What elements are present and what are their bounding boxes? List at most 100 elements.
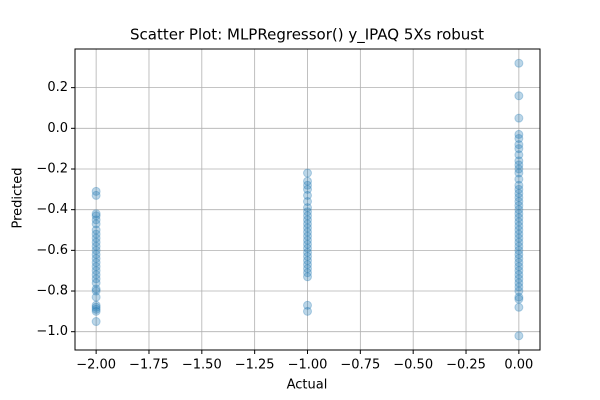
point [514, 262, 524, 272]
point [514, 278, 524, 288]
point [91, 274, 101, 284]
point [91, 304, 101, 314]
point [303, 219, 312, 229]
point [91, 300, 101, 310]
point [91, 211, 101, 221]
point [514, 302, 524, 312]
point [303, 243, 312, 253]
point [514, 221, 524, 231]
point [514, 188, 524, 198]
y-tick-label: −1.0 [36, 324, 68, 339]
point [514, 225, 524, 235]
point [91, 241, 101, 251]
point [303, 176, 312, 186]
point [303, 251, 312, 261]
point [303, 207, 312, 217]
point [514, 150, 524, 160]
point [514, 168, 524, 178]
point [514, 266, 524, 276]
point [514, 192, 524, 202]
point [91, 237, 101, 247]
point [514, 180, 524, 190]
point [514, 241, 524, 251]
point [91, 233, 101, 243]
point [514, 258, 524, 268]
point [514, 164, 524, 174]
y-tick-label: −0.8 [36, 284, 68, 299]
point [91, 215, 101, 225]
x-tick-label: 0.00 [504, 358, 533, 373]
point [514, 229, 524, 239]
point [514, 282, 524, 292]
point [91, 262, 101, 272]
point [514, 184, 524, 194]
point [514, 245, 524, 255]
point [514, 144, 524, 154]
x-tick-label: −0.75 [340, 358, 380, 373]
y-axis-label: Predicted [11, 167, 26, 228]
point [514, 249, 524, 259]
point [514, 209, 524, 219]
point [514, 197, 524, 207]
point [514, 113, 524, 123]
point [303, 168, 312, 178]
point [91, 270, 101, 280]
x-tick-label: −1.50 [182, 358, 222, 373]
point [514, 201, 524, 211]
point [303, 300, 312, 310]
point [303, 272, 312, 282]
x-axis-label: Actual [287, 378, 328, 393]
point [91, 278, 101, 288]
point [91, 229, 101, 239]
point [514, 286, 524, 296]
point [514, 160, 524, 170]
point [91, 245, 101, 255]
point [303, 190, 312, 200]
y-tick-label: −0.2 [36, 161, 68, 176]
point [91, 190, 101, 200]
x-tick-label: −0.25 [446, 358, 486, 373]
point [91, 284, 101, 294]
point [514, 129, 524, 139]
point [91, 292, 101, 302]
x-tick-label: −0.50 [393, 358, 433, 373]
chart-title: Scatter Plot: MLPRegressor() y_IPAQ 5Xs … [130, 26, 484, 45]
point [91, 219, 101, 229]
x-tick-label: −1.25 [235, 358, 275, 373]
point [514, 205, 524, 215]
point [514, 140, 524, 150]
point [514, 237, 524, 247]
point [303, 235, 312, 245]
x-tick-label: −2.00 [76, 358, 116, 373]
y-tick-label: 0.0 [47, 121, 68, 136]
point [91, 302, 101, 312]
point [514, 292, 524, 302]
point [514, 133, 524, 143]
point [91, 306, 101, 316]
y-tick-label: 0.2 [47, 80, 68, 95]
point [514, 270, 524, 280]
point [91, 225, 101, 235]
point [514, 253, 524, 263]
point [514, 58, 524, 68]
y-tick-label: −0.6 [36, 243, 68, 258]
point [303, 264, 312, 274]
plot-frame [74, 48, 541, 351]
point [303, 211, 312, 221]
point [91, 249, 101, 259]
y-tick-label: −0.4 [36, 202, 68, 217]
x-tick-label: −1.75 [129, 358, 169, 373]
point [303, 306, 312, 316]
point [514, 174, 524, 184]
point [303, 231, 312, 241]
point [514, 233, 524, 243]
point [514, 274, 524, 284]
point [303, 215, 312, 225]
point [91, 258, 101, 268]
point [514, 213, 524, 223]
point [514, 156, 524, 166]
point [303, 184, 312, 194]
point [91, 253, 101, 263]
point [303, 223, 312, 233]
